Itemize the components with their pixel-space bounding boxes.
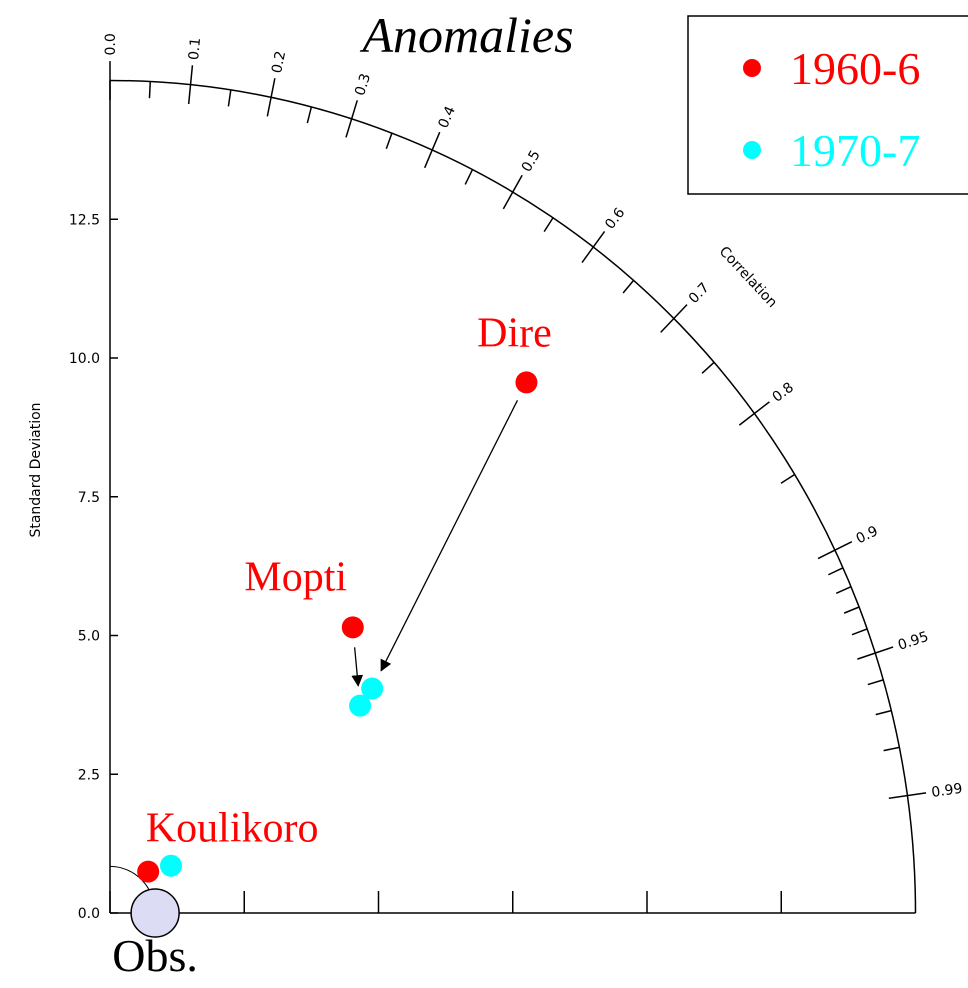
y-tick-label: 2.5: [78, 767, 100, 783]
correlation-tick-label: 0.9: [854, 523, 881, 547]
correlation-tick-label: 0.5: [519, 148, 544, 175]
data-point: [349, 694, 372, 717]
correlation-minor-tick: [701, 361, 715, 374]
correlation-minor-tick: [780, 473, 796, 484]
correlation-minor-tick: [875, 709, 892, 716]
correlation-tick: [738, 401, 770, 426]
correlation-minor-tick: [843, 606, 860, 614]
correlation-tick-label: 0.1: [186, 37, 204, 61]
chart-title: Anomalies: [359, 7, 573, 63]
correlation-tick: [817, 540, 853, 560]
correlation-label: Correlation: [716, 244, 780, 311]
y-tick-label: 7.5: [78, 490, 100, 506]
outer-arc: [109, 79, 917, 914]
correlation-tick-label: 0.95: [896, 629, 931, 654]
correlation-tick: [888, 792, 927, 800]
station-label: Mopti: [244, 554, 347, 600]
correlation-minor-tick: [867, 679, 884, 686]
correlation-tick-label: 0.4: [435, 104, 459, 131]
arrow: [380, 399, 519, 672]
correlation-tick-label: 0.99: [930, 781, 963, 801]
y-axis-label: Standard Deviation: [28, 402, 44, 537]
reference-label: Obs.: [112, 930, 198, 981]
data-point: [137, 860, 160, 883]
correlation-tick: [857, 646, 894, 660]
correlation-tick-label: 0.0: [103, 33, 119, 55]
correlation-tick: [502, 174, 523, 210]
correlation-tick-label: 0.7: [686, 280, 713, 307]
correlation-minor-tick: [828, 567, 844, 576]
correlation-minor-tick: [835, 586, 852, 594]
station-label: Koulikoro: [146, 806, 319, 852]
y-tick-label: 10.0: [69, 351, 100, 367]
correlation-tick: [266, 78, 276, 117]
correlation-tick-label: 0.6: [602, 205, 628, 232]
correlation-tick: [660, 304, 688, 333]
y-tick-label: 0.0: [78, 906, 100, 922]
legend-box: [687, 15, 968, 195]
correlation-tick: [423, 131, 441, 169]
correlation-minor-tick: [543, 217, 554, 233]
correlation-minor-tick: [385, 132, 393, 150]
correlation-tick-label: 0.2: [269, 50, 289, 75]
correlation-minor-tick: [883, 746, 900, 752]
legend-label: 1960-6: [790, 43, 920, 94]
data-point: [361, 677, 384, 700]
correlation-minor-tick: [464, 169, 474, 185]
data-point: [160, 854, 183, 877]
legend-marker: [743, 141, 761, 159]
arrow: [351, 647, 364, 687]
correlation-minor-tick: [622, 279, 635, 294]
legend-marker: [743, 59, 761, 77]
correlation-tick: [187, 65, 194, 105]
correlation-tick: [581, 231, 606, 263]
data-point: [515, 371, 538, 394]
y-tick-label: 12.5: [69, 212, 100, 228]
correlation-minor-tick: [227, 89, 232, 107]
legend-label: 1970-7: [790, 125, 920, 176]
correlation-tick-label: 0.8: [770, 380, 797, 406]
y-tick-label: 5.0: [78, 629, 100, 645]
data-point: [341, 616, 364, 639]
correlation-tick: [345, 100, 359, 138]
reference-point: [130, 888, 180, 938]
correlation-minor-tick: [306, 106, 313, 124]
correlation-tick-label: 0.3: [352, 72, 374, 98]
correlation-minor-tick: [148, 81, 152, 99]
station-label: Dire: [477, 310, 552, 356]
correlation-minor-tick: [851, 628, 868, 636]
